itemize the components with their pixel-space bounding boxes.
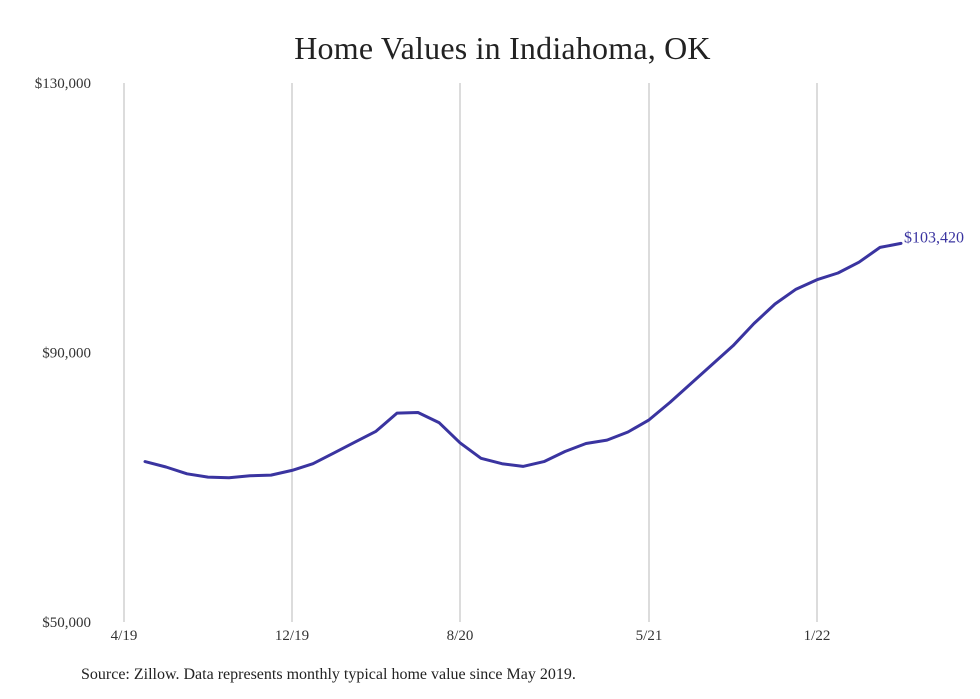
home-value-series-line [143,241,903,480]
x-tick-label: 5/21 [636,628,663,644]
y-axis-tick-labels: $130,000 $90,000 $50,000 [35,76,91,631]
x-tick-label: 4/19 [111,628,138,644]
y-tick-label: $90,000 [42,346,91,362]
x-tick-label: 1/22 [804,628,831,644]
series-layer [143,241,903,480]
end-value-label: $103,420 [904,229,964,246]
x-axis-tick-labels: 4/19 12/19 8/20 5/21 1/22 [111,628,831,644]
source-footnote: Source: Zillow. Data represents monthly … [81,666,576,683]
gridlines [123,83,818,622]
x-tick-label: 8/20 [447,628,474,644]
chart-title: Home Values in Indiahoma, OK [294,30,711,66]
y-tick-label: $130,000 [35,76,91,92]
x-tick-label: 12/19 [275,628,309,644]
y-tick-label: $50,000 [42,615,91,631]
data-labels: $103,420 [904,229,964,246]
